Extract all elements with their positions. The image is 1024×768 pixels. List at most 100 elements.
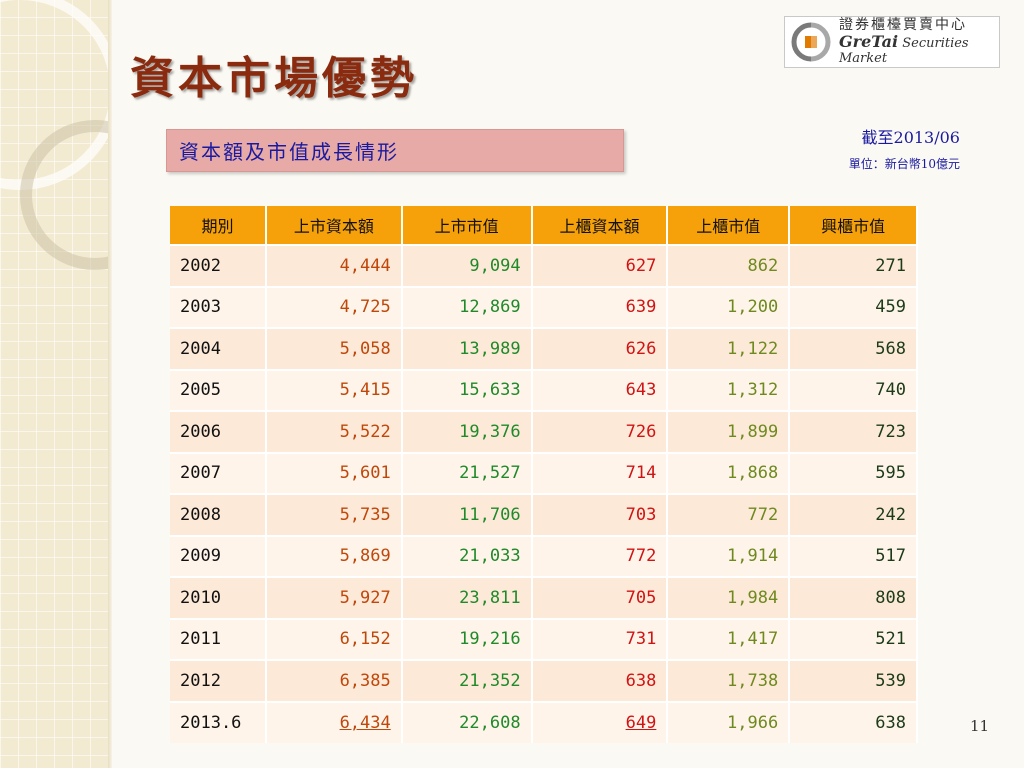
cell-emerging-market-value: 517 xyxy=(789,534,918,577)
cell-otc-market-value: 1,200 xyxy=(667,285,791,328)
cell-emerging-market-value: 568 xyxy=(789,327,918,370)
as-of-date: 截至2013/06 xyxy=(861,128,960,147)
cell-otc-capital: 639 xyxy=(531,285,669,328)
cell-otc-capital: 638 xyxy=(531,659,669,702)
cell-otc-capital: 643 xyxy=(531,368,669,411)
cell-period: 2003 xyxy=(170,285,267,328)
cell-otc-market-value: 1,966 xyxy=(667,700,791,743)
cell-period: 2012 xyxy=(170,659,267,702)
cell-listed-capital: 5,058 xyxy=(265,327,403,370)
cell-period: 2011 xyxy=(170,617,267,660)
cell-listed-capital: 5,601 xyxy=(265,451,403,494)
cell-period: 2008 xyxy=(170,493,267,536)
cell-otc-market-value: 1,312 xyxy=(667,368,791,411)
table-header-row: 期別 上市資本額 上市市值 上櫃資本額 上櫃市值 興櫃市值 xyxy=(170,206,918,245)
cell-listed-capital: 5,522 xyxy=(265,410,403,453)
cell-period: 2005 xyxy=(170,368,267,411)
unit-note: 單位：新台幣10億元 xyxy=(848,157,960,171)
cell-listed-market-value: 21,352 xyxy=(401,659,533,702)
cell-listed-capital: 5,735 xyxy=(265,493,403,536)
cell-otc-capital: 726 xyxy=(531,410,669,453)
cell-listed-capital: 5,869 xyxy=(265,534,403,577)
cell-emerging-market-value: 740 xyxy=(789,368,918,411)
cell-listed-market-value: 22,608 xyxy=(401,700,533,743)
capital-market-table: 期別 上市資本額 上市市值 上櫃資本額 上櫃市值 興櫃市值 2002 4,444… xyxy=(170,206,918,743)
section-heading-box: 資本額及市值成長情形 xyxy=(166,129,624,172)
header-listed-market-value: 上市市值 xyxy=(401,206,533,245)
cell-otc-market-value: 1,738 xyxy=(667,659,791,702)
cell-emerging-market-value: 595 xyxy=(789,451,918,494)
cell-listed-capital: 4,725 xyxy=(265,285,403,328)
cell-period: 2010 xyxy=(170,576,267,619)
cell-otc-market-value: 862 xyxy=(667,244,791,287)
header-emerging-market-value: 興櫃市值 xyxy=(789,206,918,245)
cell-listed-capital: 4,444 xyxy=(265,244,403,287)
header-otc-market-value: 上櫃市值 xyxy=(667,206,791,245)
cell-otc-market-value: 1,868 xyxy=(667,451,791,494)
cell-listed-market-value: 19,376 xyxy=(401,410,533,453)
decorative-side-panel xyxy=(0,0,112,768)
cell-otc-capital: 703 xyxy=(531,493,669,536)
header-listed-capital: 上市資本額 xyxy=(265,206,403,245)
header-otc-capital: 上櫃資本額 xyxy=(531,206,669,245)
cell-listed-capital: 6,152 xyxy=(265,617,403,660)
cell-period: 2006 xyxy=(170,410,267,453)
logo-english-main: GreTai xyxy=(839,32,899,52)
cell-period: 2007 xyxy=(170,451,267,494)
cell-otc-capital: 714 xyxy=(531,451,669,494)
cell-otc-market-value: 1,417 xyxy=(667,617,791,660)
cell-listed-market-value: 11,706 xyxy=(401,493,533,536)
cell-listed-capital: 6,434 xyxy=(265,700,403,743)
cell-otc-capital: 627 xyxy=(531,244,669,287)
cell-otc-market-value: 1,984 xyxy=(667,576,791,619)
cell-otc-capital: 705 xyxy=(531,576,669,619)
cell-otc-market-value: 1,914 xyxy=(667,534,791,577)
cell-listed-market-value: 13,989 xyxy=(401,327,533,370)
cell-otc-capital: 626 xyxy=(531,327,669,370)
cell-emerging-market-value: 723 xyxy=(789,410,918,453)
slide-title: 資本市場優勢 xyxy=(130,53,418,104)
cell-listed-market-value: 12,869 xyxy=(401,285,533,328)
cell-period: 2013.6 xyxy=(170,700,267,743)
table-row: 2012 6,385 21,352 638 1,738 539 xyxy=(170,659,918,702)
logo-chinese-name: 證券櫃檯買賣中心 xyxy=(839,17,967,33)
cell-emerging-market-value: 242 xyxy=(789,493,918,536)
table-row: 2013.6 6,434 22,608 649 1,966 638 xyxy=(170,700,918,743)
cell-listed-capital: 5,415 xyxy=(265,368,403,411)
table-row: 2011 6,152 19,216 731 1,417 521 xyxy=(170,617,918,660)
cell-listed-capital: 5,927 xyxy=(265,576,403,619)
section-heading: 資本額及市值成長情形 xyxy=(179,140,399,164)
cell-period: 2004 xyxy=(170,327,267,370)
cell-emerging-market-value: 638 xyxy=(789,700,918,743)
cell-otc-market-value: 772 xyxy=(667,493,791,536)
cell-otc-capital: 731 xyxy=(531,617,669,660)
company-logo: 證券櫃檯買賣中心 GreTai Securities Market xyxy=(784,16,1000,68)
cell-listed-capital: 6,385 xyxy=(265,659,403,702)
cell-listed-market-value: 9,094 xyxy=(401,244,533,287)
table-row: 2010 5,927 23,811 705 1,984 808 xyxy=(170,576,918,619)
cell-otc-capital: 649 xyxy=(531,700,669,743)
cell-period: 2002 xyxy=(170,244,267,287)
cell-emerging-market-value: 808 xyxy=(789,576,918,619)
cell-emerging-market-value: 459 xyxy=(789,285,918,328)
cell-emerging-market-value: 271 xyxy=(789,244,918,287)
cell-listed-market-value: 19,216 xyxy=(401,617,533,660)
cell-period: 2009 xyxy=(170,534,267,577)
gretai-logo-icon xyxy=(791,22,831,62)
cell-otc-market-value: 1,899 xyxy=(667,410,791,453)
cell-listed-market-value: 21,033 xyxy=(401,534,533,577)
table-row: 2007 5,601 21,527 714 1,868 595 xyxy=(170,451,918,494)
cell-otc-market-value: 1,122 xyxy=(667,327,791,370)
table-row: 2009 5,869 21,033 772 1,914 517 xyxy=(170,534,918,577)
logo-english-name: GreTai Securities Market xyxy=(839,33,993,66)
cell-listed-market-value: 21,527 xyxy=(401,451,533,494)
table-row: 2002 4,444 9,094 627 862 271 xyxy=(170,244,918,287)
table-row: 2008 5,735 11,706 703 772 242 xyxy=(170,493,918,536)
table-row: 2005 5,415 15,633 643 1,312 740 xyxy=(170,368,918,411)
cell-listed-market-value: 15,633 xyxy=(401,368,533,411)
table-row: 2004 5,058 13,989 626 1,122 568 xyxy=(170,327,918,370)
table-row: 2003 4,725 12,869 639 1,200 459 xyxy=(170,285,918,328)
cell-emerging-market-value: 539 xyxy=(789,659,918,702)
cell-listed-market-value: 23,811 xyxy=(401,576,533,619)
page-number: 11 xyxy=(970,717,990,735)
